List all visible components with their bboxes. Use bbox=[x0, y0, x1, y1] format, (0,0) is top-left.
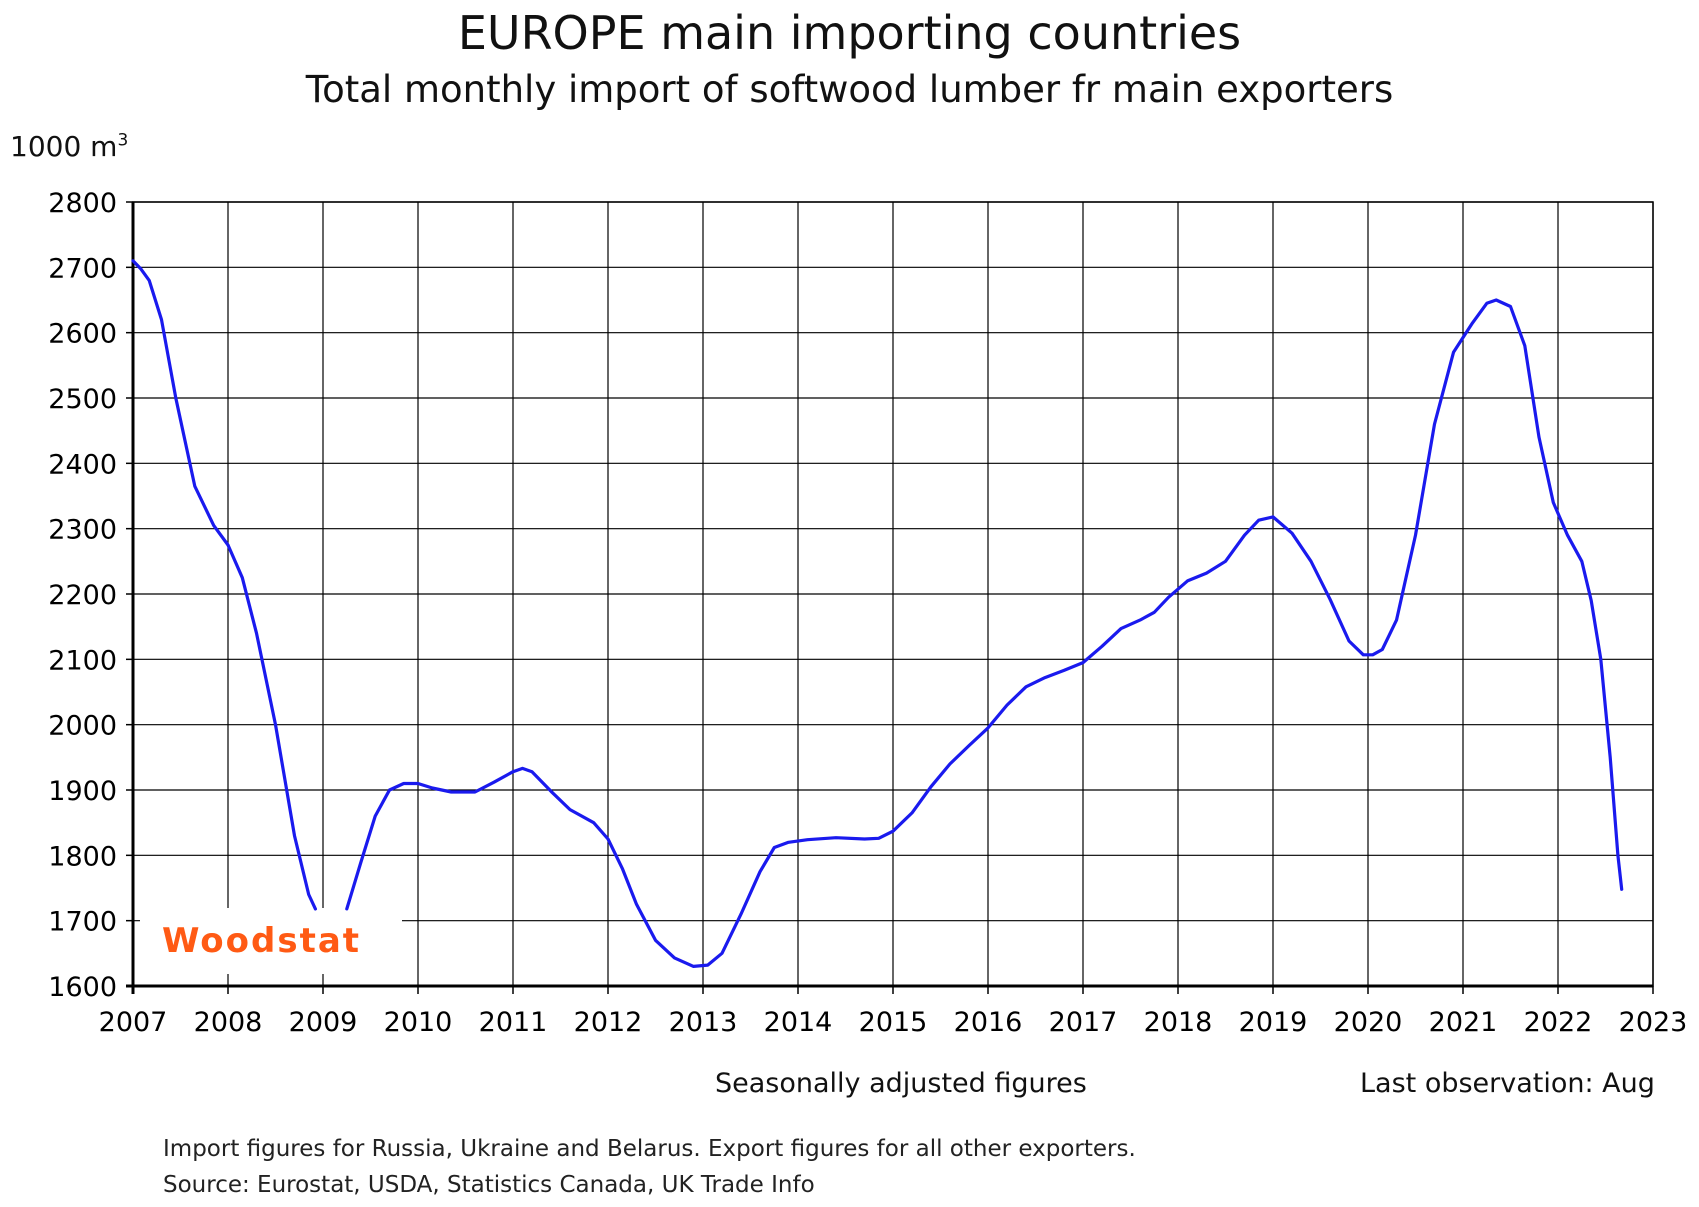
y-tick-label: 2200 bbox=[48, 580, 117, 611]
y-axis-unit-text: 1000 m bbox=[10, 130, 118, 163]
y-tick-label: 2800 bbox=[48, 188, 117, 219]
series-line-segment bbox=[131, 259, 317, 911]
x-tick-label: 2021 bbox=[1429, 1007, 1498, 1038]
series-line-segment bbox=[345, 298, 1624, 968]
woodstat-logo: Woodstat bbox=[140, 908, 402, 974]
x-tick-label: 2011 bbox=[479, 1007, 548, 1038]
y-tick-label: 2400 bbox=[48, 449, 117, 480]
chart-subtitle: Total monthly import of softwood lumber … bbox=[305, 68, 1394, 111]
y-tick-label: 2300 bbox=[48, 515, 117, 546]
x-tick-label: 2017 bbox=[1049, 1007, 1118, 1038]
x-tick-label: 2007 bbox=[99, 1007, 168, 1038]
y-tick-label: 1700 bbox=[48, 907, 117, 938]
x-tick-label: 2023 bbox=[1619, 1007, 1688, 1038]
x-tick-label: 2018 bbox=[1144, 1007, 1213, 1038]
y-tick-label: 1800 bbox=[48, 841, 117, 872]
y-tick-labels: 1600 1700 1800 1900 2000 2100 2200 2300 2400 2500… bbox=[48, 188, 117, 1003]
logo-background bbox=[140, 908, 402, 974]
last-observation-note: Last observation: Aug bbox=[1360, 1068, 1655, 1099]
chart-title: EUROPE main importing countries bbox=[457, 6, 1242, 60]
seasonal-note: Seasonally adjusted figures bbox=[715, 1068, 1087, 1099]
x-tick-label: 2012 bbox=[574, 1007, 643, 1038]
x-tick-labels: 2007 2008 2009 2010 2011 2012 2013 2014 2015 2016… bbox=[99, 1007, 1688, 1038]
y-tick-label: 1900 bbox=[48, 776, 117, 807]
y-tick-label: 2600 bbox=[48, 319, 117, 350]
grid-lines bbox=[132, 201, 1654, 987]
x-tick-label: 2008 bbox=[194, 1007, 263, 1038]
data-series bbox=[131, 259, 1624, 968]
footnote-import: Import figures for Russia, Ukraine and B… bbox=[163, 1136, 1136, 1162]
x-tick-label: 2015 bbox=[859, 1007, 928, 1038]
y-axis-unit-superscript: 3 bbox=[117, 130, 129, 151]
footnote-source: Source: Eurostat, USDA, Statistics Canad… bbox=[163, 1172, 815, 1198]
x-tick-label: 2019 bbox=[1239, 1007, 1308, 1038]
x-tick-label: 2016 bbox=[954, 1007, 1023, 1038]
y-tick-label: 2500 bbox=[48, 384, 117, 415]
x-tick-label: 2009 bbox=[289, 1007, 358, 1038]
x-tick-label: 2020 bbox=[1334, 1007, 1403, 1038]
y-tick-label: 2100 bbox=[48, 645, 117, 676]
x-tick-label: 2010 bbox=[384, 1007, 453, 1038]
x-tick-label: 2013 bbox=[669, 1007, 738, 1038]
x-tick-label: 2022 bbox=[1524, 1007, 1593, 1038]
y-axis-unit-label: 1000 m3 bbox=[10, 130, 128, 163]
woodstat-logo-text: Woodstat bbox=[162, 921, 361, 961]
y-tick-label: 1600 bbox=[48, 972, 117, 1003]
x-tick-label: 2014 bbox=[764, 1007, 833, 1038]
y-tick-label: 2000 bbox=[48, 711, 117, 742]
y-tick-label: 2700 bbox=[48, 253, 117, 284]
axes bbox=[126, 201, 1654, 994]
